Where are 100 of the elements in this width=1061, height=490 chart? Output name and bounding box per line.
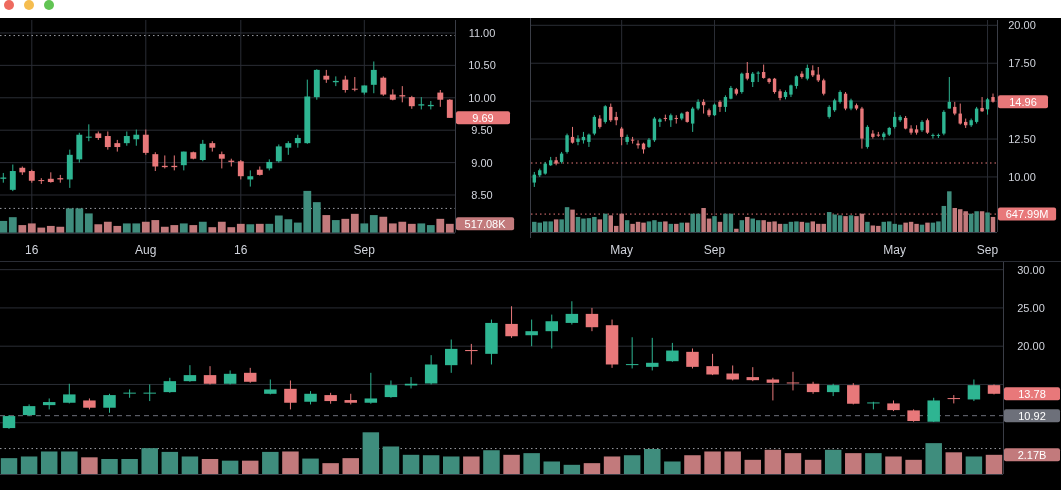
bar: [553, 219, 559, 232]
bar: [543, 461, 560, 474]
bar: [101, 458, 118, 474]
bar: [208, 227, 217, 233]
bar: [624, 220, 630, 232]
candlestick: [658, 117, 662, 128]
candlestick: [9, 164, 16, 192]
bar: [84, 213, 93, 233]
ref-line-label: 647.99M: [1005, 208, 1049, 221]
candlestick: [585, 307, 599, 332]
candlestick: [603, 104, 607, 125]
candlestick: [980, 96, 984, 113]
candlestick: [931, 133, 935, 140]
candlestick: [927, 397, 940, 423]
x-tick-label: May: [610, 243, 634, 257]
bar: [583, 463, 601, 474]
x-tick-label: May: [883, 243, 907, 257]
y-tick-label: 10.50: [468, 59, 496, 72]
bar: [282, 451, 299, 474]
candlestick: [666, 342, 679, 363]
bar: [236, 223, 245, 233]
candlestick: [576, 134, 580, 146]
bar: [865, 453, 882, 474]
bar: [445, 223, 454, 233]
candlestick: [625, 336, 639, 369]
candlestick: [380, 75, 387, 97]
candlestick: [370, 60, 377, 94]
candlestick: [424, 354, 438, 385]
bar: [644, 448, 661, 474]
bar: [674, 223, 679, 232]
bar: [20, 456, 38, 474]
bar: [0, 458, 18, 474]
bar: [40, 451, 58, 474]
bar: [342, 458, 359, 474]
bar: [845, 453, 862, 474]
candlestick: [843, 91, 848, 111]
text: 14.96: [1009, 95, 1037, 108]
bar: [402, 454, 420, 474]
candlestick: [756, 70, 760, 83]
y-tick-label: 10.00: [468, 91, 496, 104]
bar: [990, 216, 996, 232]
x-tick-label: Aug: [135, 243, 157, 257]
candlestick: [237, 159, 244, 180]
bar: [603, 213, 608, 232]
x-tick-label: 16: [234, 243, 248, 257]
candlestick: [646, 337, 659, 371]
candlestick: [718, 99, 722, 113]
bar: [523, 453, 540, 474]
y-tick-label: 9.50: [471, 124, 493, 137]
bar: [181, 456, 199, 474]
y-tick-label: 20.00: [1017, 340, 1045, 353]
bar: [925, 443, 942, 474]
bar: [745, 216, 750, 232]
text: 13.78: [1018, 387, 1046, 400]
bar: [945, 452, 963, 474]
bar: [663, 221, 668, 232]
candlestick: [351, 76, 358, 92]
bar: [965, 456, 983, 474]
bar: [141, 448, 158, 474]
bar: [221, 460, 239, 474]
candlestick: [85, 123, 92, 142]
text: 9.69: [472, 111, 494, 124]
bar: [382, 446, 400, 474]
y-tick-label: 17.50: [1008, 57, 1036, 70]
bar: [322, 215, 331, 233]
bar: [739, 220, 745, 232]
bar: [784, 453, 802, 474]
bar: [483, 450, 500, 474]
bar: [885, 456, 902, 474]
candlestick: [686, 347, 699, 369]
candlestick: [183, 364, 197, 383]
bar: [426, 225, 435, 233]
candlestick: [942, 109, 946, 136]
bar: [81, 457, 98, 474]
candlestick: [505, 305, 518, 339]
bar: [8, 217, 17, 233]
candlestick: [745, 61, 749, 81]
bar: [865, 221, 870, 232]
bar: [563, 464, 581, 474]
bar: [570, 209, 575, 232]
candlestick: [625, 134, 629, 146]
candlestick: [674, 114, 678, 125]
bar: [360, 223, 369, 233]
bar: [369, 215, 378, 233]
bar: [925, 222, 930, 232]
candlestick: [967, 378, 981, 402]
bar: [623, 455, 641, 474]
candlestick: [284, 379, 297, 410]
bar: [422, 455, 440, 474]
bar: [804, 459, 822, 474]
text: 517.08K: [464, 217, 507, 230]
bar: [805, 222, 810, 232]
x-tick-label: Sep: [353, 243, 376, 257]
bar: [810, 221, 816, 232]
candlestick: [947, 76, 952, 110]
y-tick-label: 30.00: [1017, 263, 1045, 276]
bar: [0, 220, 8, 233]
bar: [704, 451, 721, 474]
bar: [905, 459, 922, 474]
bar: [985, 212, 990, 232]
